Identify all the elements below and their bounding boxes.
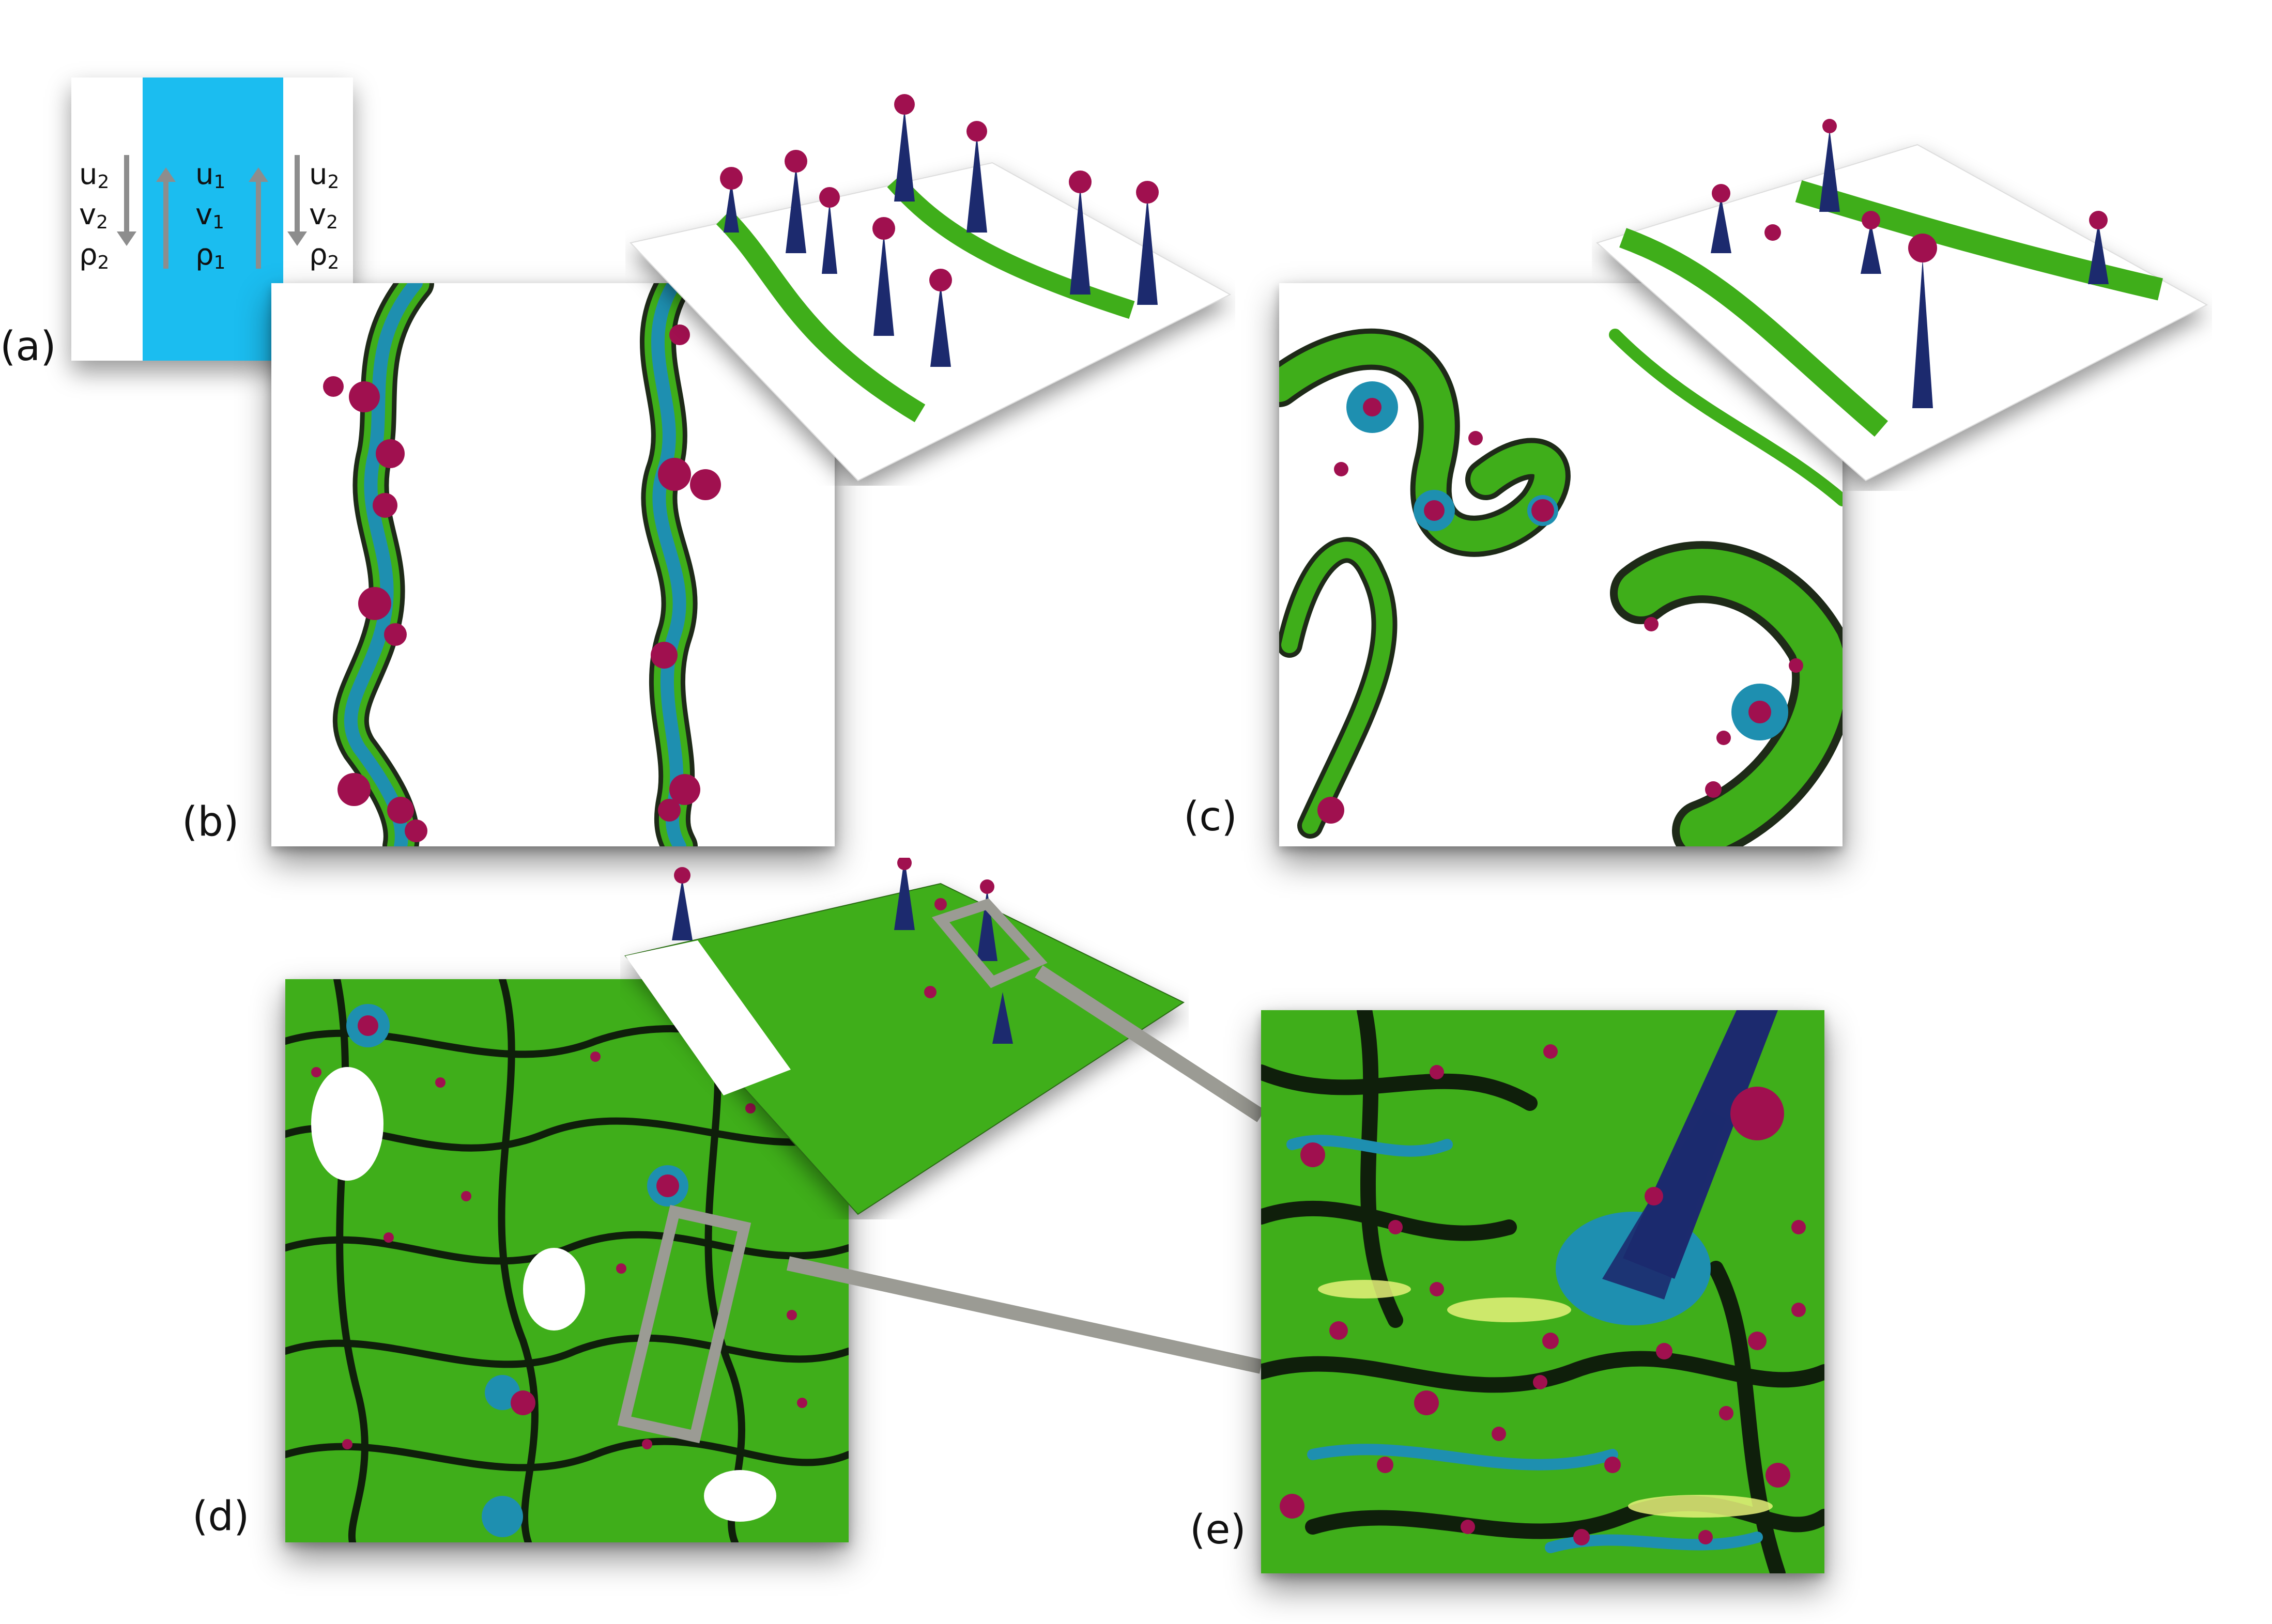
symbol-u1: u1 (195, 158, 226, 193)
panel-label-d: (d) (192, 1493, 250, 1540)
panel-c-perspective-view (1592, 119, 2212, 491)
symbol-rho2-left: ρ2 (79, 238, 110, 273)
zoom-box-perspective (931, 898, 1048, 988)
schematic-panel: u2 v2 ρ2 u1 v1 ρ1 u2 v2 ρ2 (71, 78, 353, 361)
symbol-v2-right: v2 (309, 198, 339, 233)
panel-e-zoomed-view (1261, 1010, 1824, 1573)
panel-c-field (1279, 328, 1843, 846)
arrow-down-left-icon (117, 155, 136, 246)
symbol-u2-right: u2 (309, 158, 340, 193)
arrow-up-inner-right-icon (249, 167, 268, 269)
arrow-up-inner-left-icon (156, 167, 176, 269)
symbol-v2-left: v2 (79, 198, 109, 233)
panel-b-perspective-view (625, 78, 1235, 486)
panel-label-b: (b) (182, 799, 239, 845)
panel-label-e: (e) (1190, 1507, 1246, 1553)
symbol-rho2-right: ρ2 (309, 238, 340, 273)
symbol-v1: v1 (195, 198, 225, 233)
panel-e-field (1261, 1010, 1824, 1573)
arrow-down-right-icon (287, 155, 307, 246)
symbol-rho1: ρ1 (195, 238, 226, 273)
panel-label-a: (a) (0, 323, 56, 370)
panel-label-c: (c) (1184, 794, 1237, 840)
symbol-u2-left: u2 (79, 158, 110, 193)
panel-b-field (323, 283, 721, 846)
panel-d-perspective-view (620, 858, 1189, 1219)
panel-b-top-view (271, 283, 835, 846)
